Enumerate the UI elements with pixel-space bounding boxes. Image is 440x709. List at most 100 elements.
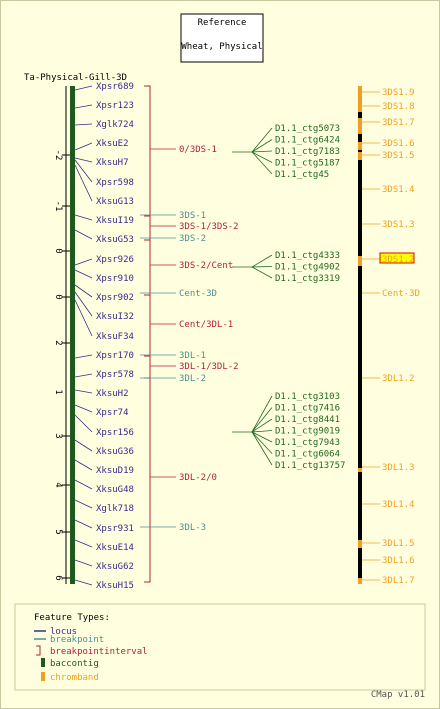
contig-connector xyxy=(251,150,273,153)
chromband-label[interactable]: 3DS1.6 xyxy=(382,139,415,149)
chromband-segment[interactable] xyxy=(358,578,362,584)
chromband-segment[interactable] xyxy=(358,540,362,548)
chromband-label[interactable]: Cent-3D xyxy=(382,289,420,299)
locus-label[interactable]: Xpsr910 xyxy=(96,274,134,284)
locus-label[interactable]: XksuF34 xyxy=(96,332,134,342)
interval-label[interactable]: 3DS-1/3DS-2 xyxy=(179,222,239,232)
chromband-segment[interactable] xyxy=(358,86,362,104)
locus-connector xyxy=(74,284,93,298)
chromband-label[interactable]: 3DL1.3 xyxy=(382,463,415,473)
interval-label[interactable]: 3DL-2/0 xyxy=(179,473,217,483)
locus-label[interactable]: XksuI32 xyxy=(96,312,134,322)
breakpoint-label[interactable]: 3DS-2 xyxy=(179,234,206,244)
interval-bracket[interactable] xyxy=(144,215,151,241)
locus-label[interactable]: XksuH2 xyxy=(96,389,129,399)
locus-connector xyxy=(74,579,93,586)
locus-label[interactable]: Xglk724 xyxy=(96,120,134,130)
interval-bracket[interactable] xyxy=(144,377,151,583)
locus-label[interactable]: XksuD19 xyxy=(96,466,134,476)
chromband-label[interactable]: 3DS1.2 xyxy=(382,255,415,265)
chromband-label[interactable]: 3DS1.7 xyxy=(382,118,415,128)
contig-connector xyxy=(251,151,273,175)
map-title[interactable]: Ta-Physical-Gill-3D xyxy=(24,73,127,83)
locus-label[interactable]: Xpsr931 xyxy=(96,524,134,534)
interval-bracket[interactable] xyxy=(144,355,151,379)
interval-bracket[interactable] xyxy=(144,294,151,357)
chromband-segment[interactable] xyxy=(358,468,362,472)
contig-label[interactable]: D1.1_ctg6424 xyxy=(275,136,340,146)
chromband-label[interactable]: 3DL1.2 xyxy=(382,374,415,384)
breakpoint-label[interactable]: 3DL-1 xyxy=(179,351,206,361)
chromband-label[interactable]: 3DS1.3 xyxy=(382,220,415,230)
chromband-segment[interactable] xyxy=(358,152,362,160)
interval-label[interactable]: 3DL-1/3DL-2 xyxy=(179,362,239,372)
contig-label[interactable]: D1.1_ctg6064 xyxy=(275,450,340,460)
contig-label[interactable]: D1.1_ctg7183 xyxy=(275,147,340,157)
locus-label[interactable]: XksuG13 xyxy=(96,197,134,207)
contig-label[interactable]: D1.1_ctg45 xyxy=(275,170,329,180)
locus-label[interactable]: XksuH15 xyxy=(96,581,134,591)
locus-label[interactable]: Xpsr170 xyxy=(96,351,134,361)
locus-label[interactable]: XksuE14 xyxy=(96,543,134,553)
baccontig-bar[interactable] xyxy=(70,86,75,584)
interval-label[interactable]: 0/3DS-1 xyxy=(179,145,217,155)
chromband-bar[interactable] xyxy=(358,86,362,584)
locus-label[interactable]: Xpsr926 xyxy=(96,255,134,265)
contig-label[interactable]: D1.1_ctg5187 xyxy=(275,159,340,169)
locus-label[interactable]: Xpsr598 xyxy=(96,178,134,188)
chromband-label[interactable]: 3DL1.4 xyxy=(382,500,415,510)
contig-label[interactable]: D1.1_ctg7416 xyxy=(275,404,340,414)
breakpoint-label[interactable]: 3DL-3 xyxy=(179,523,206,533)
locus-connector xyxy=(74,499,93,509)
chromband-label[interactable]: 3DS1.5 xyxy=(382,151,415,161)
breakpoint-intervals: 0/3DS-1 3DS-1/3DS-2 3DS-2/Cent Cent/3DL-1 3D… xyxy=(144,85,239,583)
locus-connector xyxy=(74,164,93,202)
locus-label[interactable]: XksuI19 xyxy=(96,216,134,226)
contig-label[interactable]: D1.1_ctg8441 xyxy=(275,415,340,425)
legend-label: breakpoint xyxy=(50,635,104,645)
contig-label[interactable]: D1.1_ctg3319 xyxy=(275,274,340,284)
contig-label[interactable]: D1.1_ctg9019 xyxy=(275,427,340,437)
locus-label[interactable]: XksuG36 xyxy=(96,447,134,457)
legend-swatch xyxy=(36,645,41,656)
ruler-tick-label: 1 xyxy=(53,389,63,394)
chromband-label[interactable]: 3DL1.6 xyxy=(382,556,415,566)
locus-label[interactable]: Xpsr902 xyxy=(96,293,134,303)
locus-label[interactable]: XksuG53 xyxy=(96,235,134,245)
locus-label[interactable]: Xglk718 xyxy=(96,504,134,514)
chromband-segment[interactable] xyxy=(358,256,362,266)
chromband-label[interactable]: 3DL1.5 xyxy=(382,539,415,549)
contig-connector xyxy=(251,139,273,153)
interval-bracket[interactable] xyxy=(144,239,151,296)
locus-label[interactable]: Xpsr156 xyxy=(96,428,134,438)
contig-label[interactable]: D1.1_ctg3103 xyxy=(275,392,340,402)
locus-label[interactable]: XksuH7 xyxy=(96,158,129,168)
interval-label[interactable]: Cent/3DL-1 xyxy=(179,320,233,330)
contig-label[interactable]: D1.1_ctg5073 xyxy=(275,124,340,134)
contig-label[interactable]: D1.1_ctg7943 xyxy=(275,438,340,448)
breakpoint-label[interactable]: 3DL-2 xyxy=(179,374,206,384)
locus-label[interactable]: XksuG62 xyxy=(96,562,134,572)
reference-box[interactable] xyxy=(180,13,264,63)
breakpoint-label[interactable]: 3DS-1 xyxy=(179,211,206,221)
locus-label[interactable]: Xpsr74 xyxy=(96,408,129,418)
chromband-label[interactable]: 3DS1.4 xyxy=(382,185,415,195)
interval-bracket[interactable] xyxy=(144,85,151,217)
locus-label[interactable]: Xpsr689 xyxy=(96,82,134,92)
contig-label[interactable]: D1.1_ctg4333 xyxy=(275,251,340,261)
chromband-label[interactable]: 3DL1.7 xyxy=(382,576,415,586)
legend-box xyxy=(14,603,426,691)
chromband-label[interactable]: 3DS1.9 xyxy=(382,88,415,98)
locus-label[interactable]: Xpsr578 xyxy=(96,370,134,380)
breakpoint-label[interactable]: Cent-3D xyxy=(179,289,217,299)
locus-label[interactable]: XksuG48 xyxy=(96,485,134,495)
contig-label[interactable]: D1.1_ctg4902 xyxy=(275,263,340,273)
locus-label[interactable]: XksuE2 xyxy=(96,139,129,149)
chromband-segment[interactable] xyxy=(358,142,362,150)
interval-label[interactable]: 3DS-2/Cent xyxy=(179,261,233,271)
contig-label[interactable]: D1.1_ctg13757 xyxy=(275,461,345,471)
locus-label[interactable]: Xpsr123 xyxy=(96,101,134,111)
chromband-segment[interactable] xyxy=(358,118,362,134)
chromband-label[interactable]: 3DS1.8 xyxy=(382,102,415,112)
chromband-segment[interactable] xyxy=(358,104,362,112)
